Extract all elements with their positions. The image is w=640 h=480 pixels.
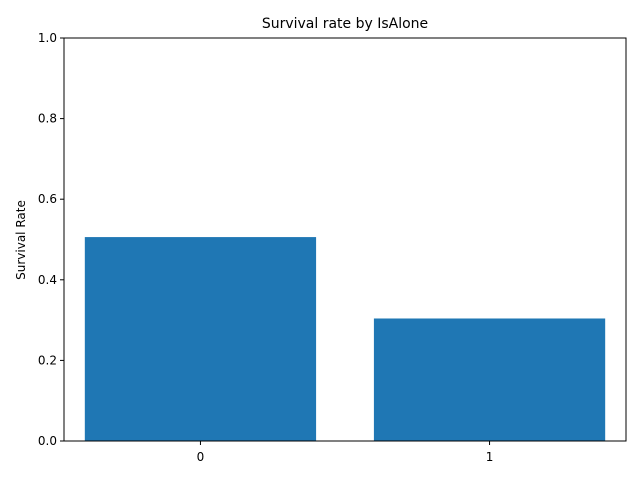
y-tick-label: 0.2 (38, 353, 57, 367)
y-tick-label: 0.6 (38, 192, 57, 206)
y-tick-label: 0.4 (38, 273, 57, 287)
bars-group (84, 237, 606, 441)
y-axis-label: Survival Rate (14, 200, 28, 280)
chart-title: Survival rate by IsAlone (262, 16, 428, 32)
y-tick-label: 0.0 (38, 434, 57, 448)
y-axis-ticks: 0.0 0.2 0.4 0.6 0.8 1.0 (38, 31, 64, 448)
bar-1 (373, 318, 606, 441)
y-tick-label: 0.8 (38, 112, 57, 126)
bar-0 (84, 237, 317, 441)
x-tick-label: 1 (486, 450, 494, 464)
y-tick-label: 1.0 (38, 31, 57, 45)
plot-frame (63, 37, 627, 442)
x-tick-label: 0 (197, 450, 205, 464)
